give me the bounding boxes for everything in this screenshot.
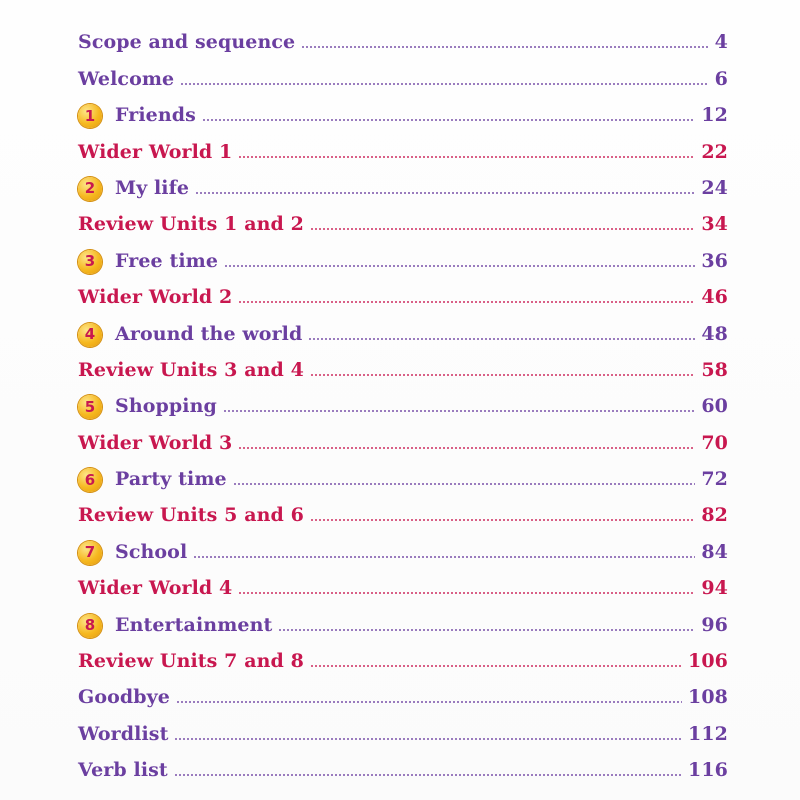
toc-entry[interactable]: Wider World 2 46 — [78, 277, 728, 313]
toc-entry[interactable]: Wordlist 112 — [78, 713, 728, 749]
toc-entry[interactable]: Review Units 5 and 6 82 — [78, 495, 728, 531]
toc-entry[interactable]: Review Units 1 and 2 34 — [78, 204, 728, 240]
toc-entry-unit[interactable]: 8 Entertainment 96 — [78, 604, 728, 640]
toc-entry-page-number: 12 — [701, 104, 728, 127]
dot-leader — [195, 190, 696, 195]
dot-leader — [224, 263, 696, 268]
dot-leader — [232, 482, 696, 487]
toc-entry-title: Wider World 1 — [78, 140, 233, 163]
toc-entry[interactable]: Wider World 1 22 — [78, 131, 728, 167]
toc-entry-page-number: 106 — [688, 650, 728, 673]
toc-entry-page-number: 84 — [701, 540, 728, 563]
dot-leader — [309, 664, 683, 669]
toc-entry[interactable]: Wider World 4 94 — [78, 568, 728, 604]
dot-leader — [193, 554, 696, 559]
dot-leader — [180, 81, 709, 86]
toc-entry-title: School — [115, 540, 188, 563]
toc-entry-unit[interactable]: 6 Party time 72 — [78, 459, 728, 495]
toc-entry[interactable]: Scope and sequence 4 — [78, 22, 728, 58]
dot-leader — [238, 591, 696, 596]
toc-entry-title: Goodbye — [78, 686, 170, 709]
toc-entry-title: Around the world — [115, 322, 303, 345]
toc-entry-page-number: 60 — [701, 395, 728, 418]
toc-entry[interactable]: Wider World 3 70 — [78, 422, 728, 458]
toc-entry-title: Wider World 4 — [78, 577, 233, 600]
toc-entry-unit[interactable]: 5 Shopping 60 — [78, 386, 728, 422]
unit-number-badge-icon: 4 — [78, 322, 102, 347]
unit-number-badge-icon: 8 — [78, 613, 102, 638]
table-of-contents: Scope and sequence 4 Welcome 6 1 Friends… — [78, 22, 728, 786]
toc-entry-page-number: 112 — [688, 722, 728, 745]
toc-entry-title: Review Units 3 and 4 — [78, 358, 304, 381]
toc-entry-page-number: 36 — [701, 249, 728, 272]
unit-number-badge-icon: 2 — [78, 176, 102, 201]
toc-entry[interactable]: Welcome 6 — [78, 58, 728, 94]
toc-entry-title: Review Units 7 and 8 — [78, 650, 304, 673]
dot-leader — [278, 627, 696, 632]
toc-entry-page-number: 108 — [688, 686, 728, 709]
toc-entry-page-number: 6 — [714, 67, 728, 90]
toc-entry-title: Entertainment — [115, 613, 273, 636]
unit-number-badge-icon: 7 — [78, 540, 102, 565]
toc-entry-page-number: 34 — [701, 213, 728, 236]
dot-leader — [201, 118, 696, 123]
toc-entry-page-number: 116 — [688, 759, 728, 782]
toc-entry-page-number: 96 — [701, 613, 728, 636]
dot-leader — [301, 45, 709, 50]
toc-entry-page-number: 24 — [701, 176, 728, 199]
toc-entry-page-number: 82 — [701, 504, 728, 527]
toc-entry[interactable]: Review Units 7 and 8 106 — [78, 641, 728, 677]
toc-entry[interactable]: Review Units 3 and 4 58 — [78, 350, 728, 386]
toc-entry-title: Friends — [115, 104, 196, 127]
unit-number-badge-icon: 6 — [78, 468, 102, 493]
toc-entry-unit[interactable]: 4 Around the world 48 — [78, 313, 728, 349]
unit-number-badge-icon: 5 — [78, 395, 102, 420]
dot-leader — [175, 700, 683, 705]
toc-entry-title: Welcome — [78, 67, 175, 90]
toc-entry[interactable]: Verb list 116 — [78, 750, 728, 786]
toc-entry-page-number: 70 — [701, 431, 728, 454]
dot-leader — [238, 154, 696, 159]
dot-leader — [309, 372, 696, 377]
toc-entry-page-number: 48 — [701, 322, 728, 345]
toc-entry-title: Scope and sequence — [78, 31, 296, 54]
dot-leader — [238, 300, 696, 305]
toc-entry-title: Review Units 5 and 6 — [78, 504, 304, 527]
unit-number-badge-icon: 1 — [78, 104, 102, 129]
toc-entry-title: Wordlist — [78, 722, 169, 745]
toc-entry-unit[interactable]: 1 Friends 12 — [78, 95, 728, 131]
toc-entry-title: My life — [115, 176, 190, 199]
dot-leader — [308, 336, 696, 341]
toc-entry-title: Verb list — [78, 759, 168, 782]
toc-entry-title: Party time — [115, 468, 227, 491]
dot-leader — [238, 445, 696, 450]
toc-entry-title: Shopping — [115, 395, 217, 418]
dot-leader — [309, 518, 696, 523]
toc-entry-page-number: 22 — [701, 140, 728, 163]
toc-entry-title: Wider World 2 — [78, 286, 233, 309]
toc-entry-unit[interactable]: 7 School 84 — [78, 531, 728, 567]
dot-leader — [309, 227, 696, 232]
toc-entry-unit[interactable]: 3 Free time 36 — [78, 240, 728, 276]
dot-leader — [173, 773, 683, 778]
toc-entry-unit[interactable]: 2 My life 24 — [78, 168, 728, 204]
unit-number-badge-icon: 3 — [78, 249, 102, 274]
dot-leader — [222, 409, 696, 414]
dot-leader — [174, 736, 683, 741]
toc-entry-page-number: 46 — [701, 286, 728, 309]
toc-entry[interactable]: Goodbye 108 — [78, 677, 728, 713]
toc-entry-page-number: 58 — [701, 358, 728, 381]
toc-entry-title: Free time — [115, 249, 219, 272]
toc-entry-page-number: 72 — [701, 468, 728, 491]
toc-entry-page-number: 94 — [701, 577, 728, 600]
toc-entry-title: Wider World 3 — [78, 431, 233, 454]
toc-entry-page-number: 4 — [714, 31, 728, 54]
toc-entry-title: Review Units 1 and 2 — [78, 213, 304, 236]
